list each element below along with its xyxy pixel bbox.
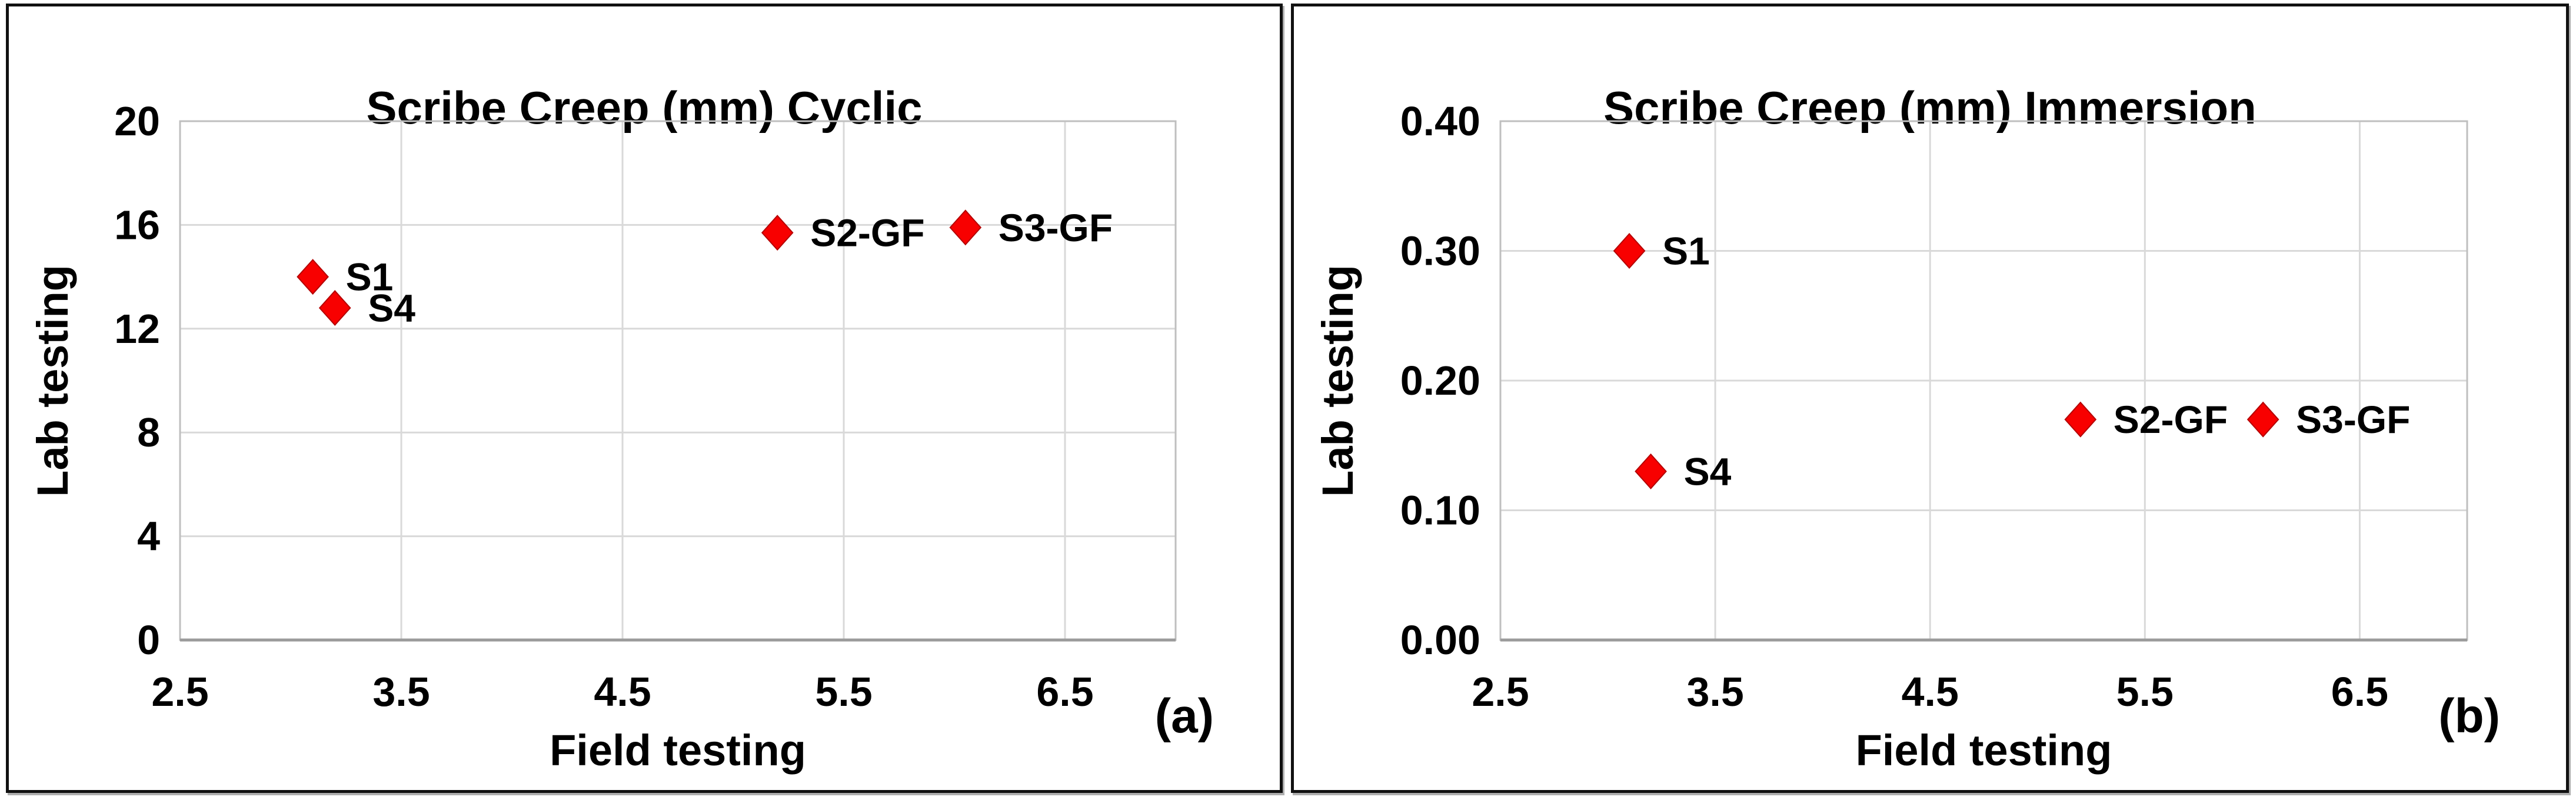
y-tick-label: 0 — [137, 617, 160, 663]
y-tick-label: 0.20 — [1400, 358, 1480, 404]
x-tick-label: 5.5 — [815, 669, 872, 715]
data-point-marker — [318, 290, 351, 326]
data-point-label: S4 — [1684, 449, 1732, 493]
x-tick-label: 6.5 — [1036, 669, 1093, 715]
data-point-label: S3-GF — [999, 206, 1113, 249]
x-tick-label: 2.5 — [151, 669, 208, 715]
y-axis-title-text: Lab testing — [28, 264, 77, 497]
plot-border — [179, 120, 1177, 641]
y-tick-label: 0.10 — [1400, 488, 1480, 534]
y-tick-label: 12 — [114, 306, 160, 352]
y-axis-title: Lab testing — [24, 121, 81, 640]
y-axis-title-text: Lab testing — [1313, 264, 1362, 497]
y-tick-label: 0.30 — [1400, 228, 1480, 274]
chart-title: Scribe Creep (mm) Cyclic — [366, 81, 923, 134]
data-point-marker — [1613, 233, 1646, 269]
data-point-label: S1 — [1662, 229, 1710, 273]
y-tick-label: 0.00 — [1400, 617, 1480, 663]
data-point-label: S2-GF — [810, 211, 924, 255]
x-tick-label: 4.5 — [1902, 669, 1959, 715]
panel-letter-b: (b) — [2438, 689, 2500, 743]
y-axis-title: Lab testing — [1309, 121, 1366, 640]
data-point-marker — [761, 215, 794, 251]
data-point-marker — [2246, 401, 2279, 438]
plot-area: 2.5 3.5 4.5 5.5 6.5 0.00 0.10 0.20 0.30 0.40 S1 S4 S… — [1400, 98, 2468, 715]
x-tick-label: 2.5 — [1472, 669, 1529, 715]
x-tick-label: 3.5 — [372, 669, 430, 715]
data-point-label: S1 — [346, 255, 394, 299]
x-tick-label: 4.5 — [594, 669, 651, 715]
panel-cyclic: Scribe Creep (mm) Cyclic Lab testing 2.5… — [6, 4, 1283, 793]
panel-letter-a: (a) — [1154, 689, 1214, 743]
data-point-marker — [2064, 401, 2097, 438]
x-axis-title: Field testing — [550, 726, 806, 775]
y-tick-label: 4 — [137, 514, 160, 559]
data-point-label: S4 — [368, 286, 415, 330]
data-point-marker — [297, 259, 329, 295]
data-point-label: S2-GF — [2114, 398, 2228, 441]
data-point-marker — [949, 209, 982, 246]
data-point-label: S3-GF — [2296, 398, 2410, 441]
x-tick-label: 5.5 — [2116, 669, 2174, 715]
y-tick-label: 8 — [137, 409, 160, 455]
y-tick-label: 0.40 — [1400, 98, 1480, 144]
y-tick-label: 20 — [114, 98, 160, 144]
x-axis-title: Field testing — [1855, 726, 2112, 775]
y-tick-label: 16 — [114, 202, 160, 248]
x-tick-label: 6.5 — [2331, 669, 2388, 715]
data-point-marker — [1635, 453, 1667, 489]
panel-immersion: Scribe Creep (mm) Immersion Lab testing … — [1291, 4, 2569, 793]
x-tick-label: 3.5 — [1686, 669, 1743, 715]
